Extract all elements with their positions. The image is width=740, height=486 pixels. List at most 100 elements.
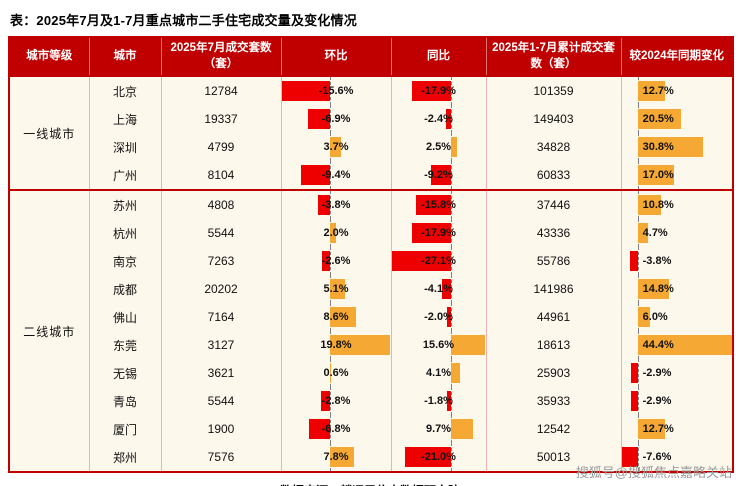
negative-bar — [404, 447, 452, 468]
mom-value: 7.8% — [323, 451, 349, 464]
cum-sales-cell: 44961 — [486, 303, 622, 332]
negative-bar — [308, 109, 330, 130]
mom-cell: -6.9% — [281, 105, 392, 134]
data-table: 城市等级 城市 2025年7月成交套数（套） 环比 同比 2025年1-7月累计成交套数（… — [8, 36, 734, 474]
city-cell: 深圳 — [89, 133, 162, 162]
table-row: 佛山 7164 8.6% -2.0% 44961 6.0% — [9, 303, 733, 332]
col-header-tier: 城市等级 — [9, 37, 90, 77]
negative-bar — [445, 109, 452, 130]
negative-bar — [631, 391, 638, 412]
yoy-bar-wrap: -2.4% — [392, 105, 486, 134]
yoy-value: 15.6% — [422, 339, 455, 352]
yoy-cell: -9.2% — [391, 161, 487, 191]
axis-line — [329, 161, 331, 190]
positive-bar — [329, 335, 390, 356]
vs2024-value: 12.7% — [642, 423, 674, 436]
cum-sales-cell: 43336 — [486, 219, 622, 248]
cum-sales-cell: 35933 — [486, 387, 622, 416]
yoy-cell: 4.1% — [391, 359, 487, 388]
vs2024-bar-wrap: 12.7% — [622, 415, 733, 444]
vs2024-value: -3.8% — [642, 255, 672, 268]
positive-bar — [637, 307, 651, 328]
vs2024-cell: 10.8% — [621, 189, 733, 220]
city-cell: 南京 — [89, 247, 162, 276]
mom-value: -6.9% — [321, 113, 351, 126]
negative-bar — [621, 447, 638, 468]
cum-sales-cell: 25903 — [486, 359, 622, 388]
table-row: 深圳 4799 3.7% 2.5% 34828 30.8% — [9, 133, 733, 162]
axis-line — [451, 161, 453, 190]
yoy-value: -2.0% — [424, 311, 453, 324]
jul-sales-cell: 3127 — [161, 331, 282, 360]
vs2024-cell: 44.4% — [621, 331, 733, 360]
axis-line — [451, 387, 453, 416]
vs2024-value: 12.7% — [642, 85, 674, 98]
yoy-value: -17.9% — [421, 227, 456, 240]
table-row: 广州 8104 -9.4% -9.2% 60833 17.0% — [9, 161, 733, 191]
axis-line — [451, 219, 453, 248]
vs2024-bar-wrap: 14.8% — [622, 275, 733, 304]
table-row: 上海 19337 -6.9% -2.4% 149403 20.5% — [9, 105, 733, 134]
vs2024-bar-wrap: -3.8% — [622, 247, 733, 276]
table-row: 郑州 7576 7.8% -21.0% 50013 -7.6% — [9, 443, 733, 473]
mom-bar-wrap: 0.6% — [282, 359, 391, 388]
vs2024-cell: -2.9% — [621, 387, 733, 416]
positive-bar — [451, 419, 473, 440]
negative-bar — [629, 251, 638, 272]
negative-bar — [447, 391, 452, 412]
vs2024-bar-wrap: 12.7% — [622, 78, 733, 106]
yoy-value: -2.4% — [424, 113, 453, 126]
city-cell: 佛山 — [89, 303, 162, 332]
axis-line — [637, 247, 639, 276]
yoy-value: -4.1% — [424, 283, 453, 296]
col-header-city: 城市 — [89, 37, 162, 77]
negative-bar — [411, 223, 452, 244]
yoy-cell: 15.6% — [391, 331, 487, 360]
yoy-cell: -17.9% — [391, 75, 487, 106]
city-cell: 青岛 — [89, 387, 162, 416]
cum-sales-cell: 50013 — [486, 443, 622, 473]
jul-sales-cell: 7576 — [161, 443, 282, 473]
yoy-bar-wrap: -2.0% — [392, 303, 486, 332]
yoy-cell: 9.7% — [391, 415, 487, 444]
yoy-cell: 2.5% — [391, 133, 487, 162]
mom-cell: -6.8% — [281, 415, 392, 444]
jul-sales-cell: 7263 — [161, 247, 282, 276]
jul-sales-cell: 3621 — [161, 359, 282, 388]
mom-bar-wrap: 5.1% — [282, 275, 391, 304]
axis-line — [451, 443, 453, 472]
mom-cell: 2.0% — [281, 219, 392, 248]
vs2024-value: 17.0% — [642, 169, 674, 182]
vs2024-value: 20.5% — [642, 113, 674, 126]
cum-sales-cell: 18613 — [486, 331, 622, 360]
negative-bar — [416, 195, 452, 216]
mom-bar-wrap: -6.8% — [282, 415, 391, 444]
positive-bar — [451, 137, 457, 158]
yoy-value: -1.8% — [424, 395, 453, 408]
axis-line — [329, 247, 331, 276]
positive-bar — [329, 447, 354, 468]
yoy-bar-wrap: -4.1% — [392, 275, 486, 304]
yoy-cell: -17.9% — [391, 219, 487, 248]
mom-value: 3.7% — [323, 141, 349, 154]
negative-bar — [442, 279, 452, 300]
vs2024-value: 14.8% — [642, 283, 674, 296]
yoy-cell: -15.8% — [391, 189, 487, 220]
negative-bar — [281, 81, 330, 102]
yoy-bar-wrap: -27.1% — [391, 247, 486, 276]
mom-bar-wrap: -2.8% — [282, 387, 391, 416]
mom-bar-wrap: -9.4% — [282, 161, 391, 190]
jul-sales-cell: 5544 — [161, 387, 282, 416]
axis-line — [451, 303, 453, 332]
city-cell: 广州 — [89, 161, 162, 191]
positive-bar — [451, 363, 461, 384]
mom-value: -3.8% — [321, 199, 351, 212]
yoy-cell: -27.1% — [391, 247, 487, 276]
mom-value: -15.6% — [318, 85, 354, 98]
table-row: 无锡 3621 0.6% 4.1% 25903 -2.9% — [9, 359, 733, 388]
mom-bar-wrap: 7.8% — [282, 443, 391, 472]
yoy-bar-wrap: 2.5% — [392, 133, 486, 162]
positive-bar — [329, 137, 341, 158]
positive-bar — [637, 165, 674, 186]
